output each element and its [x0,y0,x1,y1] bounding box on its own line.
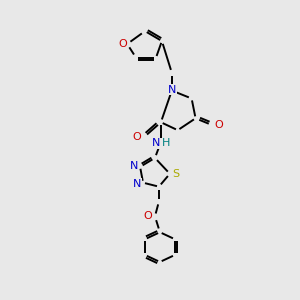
Text: N: N [152,138,160,148]
Text: O: O [119,39,128,49]
Text: O: O [214,120,223,130]
Text: H: H [162,138,170,148]
Text: N: N [168,85,176,94]
Text: O: O [133,132,142,142]
Text: S: S [172,169,179,179]
Text: N: N [130,161,138,171]
Text: N: N [133,179,141,189]
Text: O: O [144,212,152,221]
